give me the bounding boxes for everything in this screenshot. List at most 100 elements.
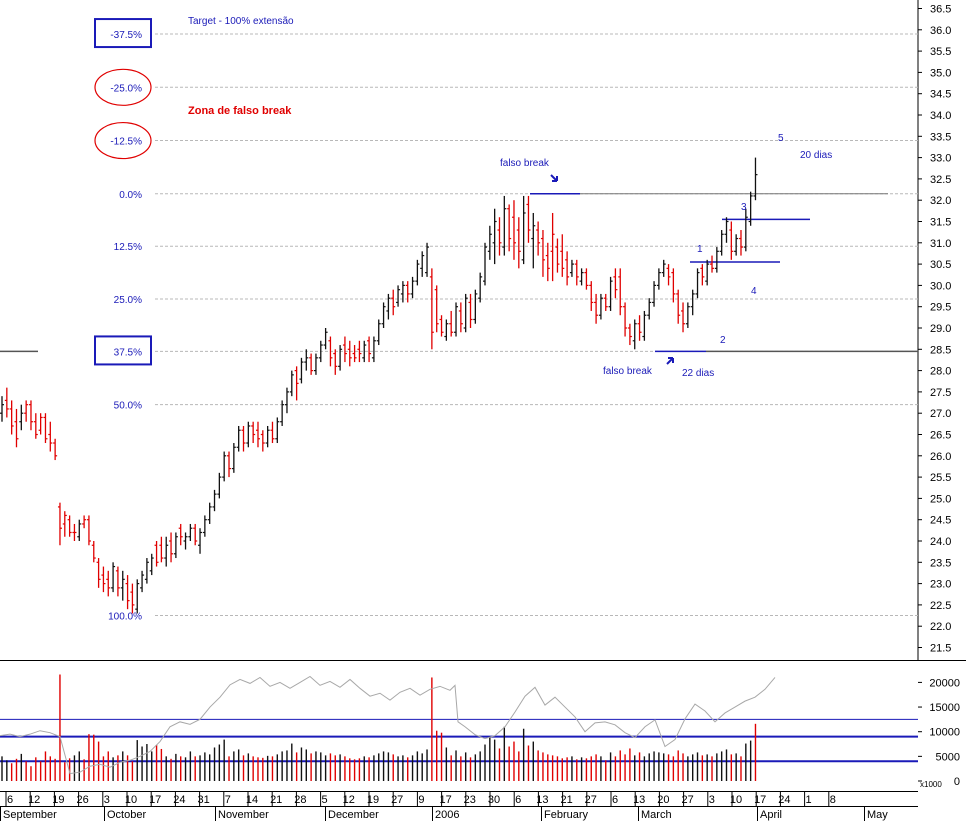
ohlc-bar (0, 396, 4, 422)
annotation-falso-break-top: falso break (500, 158, 550, 169)
price-tick-label: 26.0 (930, 451, 951, 463)
price-tick-label: 34.0 (930, 110, 951, 122)
price-tick-label: 25.0 (930, 493, 951, 505)
x-day-label: 14 (246, 794, 258, 806)
annotation-20-dias: 20 dias (800, 150, 832, 161)
ohlc-bar (690, 289, 695, 316)
ohlc-bar (569, 259, 574, 277)
ohlc-bar (246, 421, 251, 448)
ohlc-bar (318, 340, 323, 363)
price-tick-label: 23.0 (930, 579, 951, 591)
ohlc-bar (400, 281, 405, 303)
ohlc-bar (106, 570, 111, 597)
ohlc-bar (396, 285, 401, 307)
fib-label-circle (94, 121, 152, 160)
fib-level-label: 0.0% (119, 190, 142, 201)
ohlc-bar (367, 336, 372, 363)
x-day-label: 28 (294, 794, 306, 806)
ohlc-bar (140, 570, 145, 593)
ohlc-bar (284, 387, 289, 414)
price-tick-label: 24.0 (930, 536, 951, 548)
ohlc-bar (24, 400, 29, 422)
price-tick-label: 30.0 (930, 280, 951, 292)
ohlc-bar (710, 255, 715, 273)
ohlc-bar (695, 268, 700, 299)
x-month-label: December (328, 809, 379, 821)
x-day-label: 24 (778, 794, 790, 806)
ohlc-bar (449, 310, 454, 337)
ohlc-bar (700, 264, 705, 286)
x-day-label: 24 (173, 794, 185, 806)
ohlc-bar (57, 502, 62, 546)
ohlc-bar (43, 413, 48, 444)
fib-level-label: 37.5% (114, 347, 142, 358)
ohlc-bar (483, 242, 487, 286)
ohlc-bar (323, 328, 328, 350)
ohlc-bar (555, 238, 560, 273)
ohlc-bar (738, 230, 743, 256)
ohlc-bar (473, 289, 478, 324)
ohlc-bar (497, 217, 502, 256)
x-month-label: November (218, 809, 269, 821)
ohlc-bar (309, 353, 314, 375)
ohlc-bar (14, 408, 19, 448)
x-day-label: 6 (515, 794, 521, 806)
price-tick-label: 32.0 (930, 195, 951, 207)
ohlc-bar (313, 353, 318, 375)
ohlc-bar (381, 302, 386, 328)
ohlc-bar (613, 268, 618, 299)
x-day-label: 30 (488, 794, 500, 806)
ohlc-bar (676, 289, 681, 324)
ohlc-bar (260, 430, 265, 452)
x-day-label: 10 (125, 794, 137, 806)
ohlc-bar (347, 340, 352, 367)
ohlc-bar (352, 345, 357, 363)
ohlc-bar (9, 400, 14, 435)
ohlc-bar (685, 302, 690, 328)
price-tick-label: 31.0 (930, 238, 951, 250)
x-day-label: 12 (343, 794, 355, 806)
ohlc-bar (371, 336, 376, 363)
ohlc-bar (154, 541, 159, 567)
wave-label-2: 2 (720, 335, 726, 346)
volume-tick-label: 0 (954, 776, 960, 788)
ohlc-bar (299, 357, 304, 384)
x-day-label: 27 (681, 794, 693, 806)
ohlc-bar (391, 289, 396, 316)
fib-level-label: -37.5% (110, 30, 142, 41)
x-day-label: 17 (149, 794, 161, 806)
fib-level-label: 100.0% (108, 612, 142, 623)
price-tick-label: 29.0 (930, 323, 951, 335)
ohlc-bar (632, 319, 637, 350)
fib-label-box (94, 18, 152, 49)
ohlc-bar (222, 451, 227, 482)
ohlc-bar (357, 340, 362, 363)
ohlc-bar (420, 251, 425, 277)
ohlc-bar (487, 225, 492, 260)
ohlc-bar (492, 208, 497, 265)
x-day-label: 10 (730, 794, 742, 806)
ohlc-bar (734, 234, 739, 256)
ohlc-bar (415, 259, 420, 286)
ohlc-bar (217, 472, 222, 499)
ohlc-bar (656, 268, 661, 290)
ohlc-bar (4, 387, 9, 418)
ohlc-bar (545, 242, 550, 282)
x-day-label: 27 (585, 794, 597, 806)
ohlc-bar (280, 400, 285, 426)
ohlc-bar (82, 515, 87, 529)
ohlc-bar (719, 230, 724, 256)
annotation-22-dias: 22 dias (682, 368, 714, 379)
ohlc-bar (212, 489, 217, 512)
ohlc-bar (241, 425, 246, 452)
ohlc-bar (338, 345, 343, 371)
ohlc-bar (598, 293, 603, 320)
ohlc-bar (454, 302, 459, 337)
x-month-label: May (867, 809, 888, 821)
ohlc-bar (507, 204, 512, 252)
ohlc-bar (627, 323, 632, 346)
price-tick-label: 28.0 (930, 366, 951, 378)
ohlc-bar (19, 404, 24, 431)
price-tick-label: 34.5 (930, 89, 951, 101)
